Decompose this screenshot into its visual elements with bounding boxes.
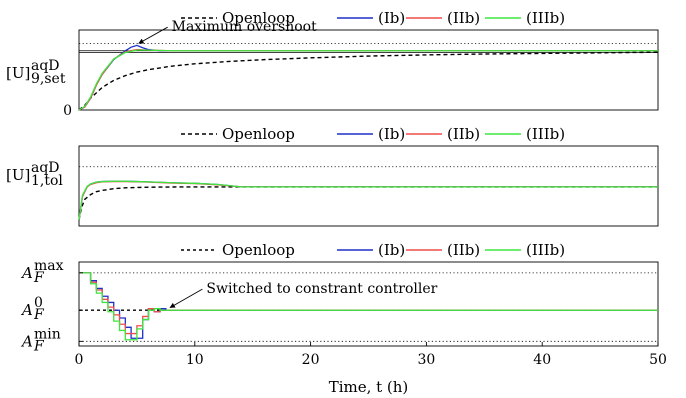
ytick-sup: min	[34, 326, 61, 342]
ylabel-main: [U]	[6, 166, 30, 184]
x-axis-label: Time, t (h)	[329, 378, 409, 396]
annotation-arrow-bottom	[169, 288, 203, 308]
ytick-main: A	[20, 264, 33, 282]
legend-label-ib: (Ib)	[378, 241, 405, 259]
axes-frame-top	[78, 29, 659, 111]
legend-label-ib: (Ib)	[378, 125, 405, 143]
xtick-label-30: 30	[417, 352, 435, 368]
xtick-label-0: 0	[75, 352, 84, 368]
axes-frame-middle	[78, 145, 659, 227]
ylabel-sub: 9,set	[31, 71, 66, 87]
axes-frame-bottom	[78, 261, 659, 347]
ylabel-sup: aqD	[31, 160, 60, 176]
series-line-middle-openloop	[78, 186, 658, 221]
series-line-middle-iiib	[78, 180, 658, 221]
legend-label-openloop: Openloop	[222, 9, 295, 27]
series-line-bottom-iiib	[79, 272, 658, 341]
ytick-sup: 0	[34, 295, 43, 311]
ylabel-sub: 1,tol	[31, 173, 63, 189]
series-line-top-ib	[78, 44, 658, 111]
legend-label-ib: (Ib)	[378, 9, 405, 27]
ytick-sup: max	[34, 258, 64, 274]
legend-label-iiib: (IIIb)	[526, 9, 565, 27]
series-line-top-openloop	[78, 51, 659, 111]
ytick-main: A	[20, 301, 33, 319]
legend-label-iib: (IIb)	[447, 125, 480, 143]
legend-label-iib: (IIb)	[447, 9, 480, 27]
annotation-arrow-top	[138, 26, 168, 44]
xtick-label-10: 10	[186, 352, 204, 368]
series-line-top-iiib	[78, 49, 658, 111]
ylabel-sup: aqD	[31, 58, 60, 74]
ytick-main: A	[20, 332, 33, 350]
legend-label-openloop: Openloop	[222, 241, 295, 259]
ytick-sub: F	[33, 338, 45, 354]
legend-label-iib: (IIb)	[447, 241, 480, 259]
xtick-label-50: 50	[649, 352, 667, 368]
series-line-top-iib	[78, 48, 658, 111]
legend-label-iiib: (IIIb)	[526, 241, 565, 259]
ytick-label-0: 0	[63, 103, 72, 119]
xtick-label-20: 20	[302, 352, 320, 368]
ytick-sub: F	[33, 270, 45, 286]
xtick-label-40: 40	[533, 352, 551, 368]
ytick-label-0: A 0F	[20, 295, 45, 323]
legend-label-iiib: (IIIb)	[526, 125, 565, 143]
ylabel-main: [U]	[6, 64, 30, 82]
annotation-top: Maximum overshoot	[172, 19, 317, 35]
annotation-bottom: Switched to constrant controller	[206, 281, 437, 297]
ytick-sub: F	[33, 307, 45, 323]
legend-label-openloop: Openloop	[222, 125, 295, 143]
